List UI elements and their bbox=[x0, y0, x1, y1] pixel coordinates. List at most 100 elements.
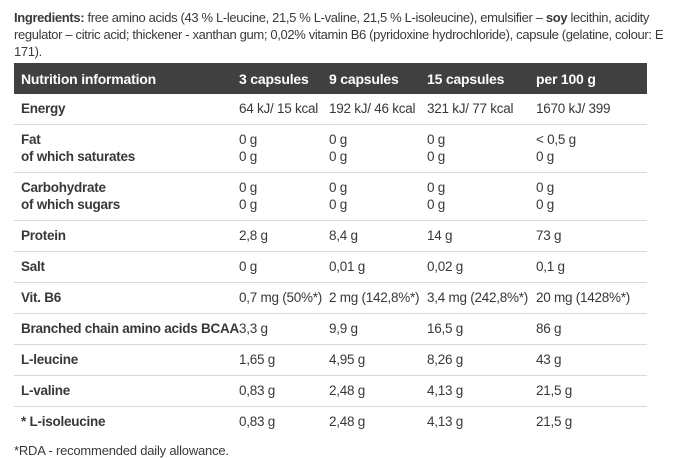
cell-value: 0 g bbox=[329, 132, 348, 147]
value-cell-3-capsules: 2,8 g bbox=[232, 227, 322, 244]
table-row: Vit. B6 0,7 mg (50%*) 2 mg (142,8%*) 3,4… bbox=[14, 283, 647, 314]
row-label-cell: Fat of which saturates bbox=[14, 131, 232, 165]
value-cell-per-100g: 86 g bbox=[529, 320, 647, 337]
value-cell-per-100g: 73 g bbox=[529, 227, 647, 244]
value-cell-per-100g: 20 mg (1428%*) bbox=[529, 289, 647, 306]
cell-value: 64 kJ/ 15 kcal bbox=[239, 101, 319, 116]
ingredients-paragraph: Ingredients: free amino acids (43 % L-le… bbox=[14, 9, 666, 60]
header-cell-9-capsules: 9 capsules bbox=[329, 70, 399, 87]
row-sublabel: of which saturates bbox=[21, 149, 136, 164]
value-cell-15-capsules: 14 g bbox=[420, 227, 529, 244]
value-cell-15-capsules: 0 g 0 g bbox=[420, 179, 529, 213]
cell-value: 0 g bbox=[239, 259, 258, 274]
ingredients-soy-bold: soy bbox=[545, 10, 568, 25]
row-label: L-leucine bbox=[21, 352, 79, 367]
cell-value: 0,1 g bbox=[536, 259, 565, 274]
cell-value: 9,9 g bbox=[329, 321, 358, 336]
value-cell-15-capsules: 0,02 g bbox=[420, 258, 529, 275]
value-cell-9-capsules: 2 mg (142,8%*) bbox=[322, 289, 420, 306]
table-row: Salt 0 g 0,01 g 0,02 g bbox=[14, 252, 647, 283]
row-label-cell: Carbohydrate of which sugars bbox=[14, 179, 232, 213]
cell-subvalue: 0 g bbox=[536, 197, 555, 212]
row-label-cell: L-valine bbox=[14, 382, 232, 399]
cell-value: 0,02 g bbox=[427, 259, 464, 274]
table-row: Protein 2,8 g 8,4 g 14 g bbox=[14, 221, 647, 252]
value-cell-15-capsules: 321 kJ/ 77 kcal bbox=[420, 100, 529, 117]
cell-value: 321 kJ/ 77 kcal bbox=[427, 101, 514, 116]
cell-value: 20 mg (1428%*) bbox=[536, 290, 631, 305]
value-cell-per-100g: 0,1 g bbox=[529, 258, 647, 275]
table-row: Branched chain amino acids BCAA 3,3 g 9,… bbox=[14, 314, 647, 345]
value-cell-15-capsules: 16,5 g bbox=[420, 320, 529, 337]
value-cell-per-100g: 0 g 0 g bbox=[529, 179, 647, 213]
row-label: Branched chain amino acids BCAA bbox=[21, 321, 240, 336]
table-body: Energy 64 kJ/ 15 kcal 192 kJ/ 46 kcal 32… bbox=[14, 94, 647, 437]
value-cell-3-capsules: 0,83 g bbox=[232, 413, 322, 430]
cell-value: 0 g bbox=[329, 180, 348, 195]
ingredients-text-1: free amino acids (43 % L-leucine, 21,5 %… bbox=[84, 10, 546, 25]
cell-value: 4,95 g bbox=[329, 352, 366, 367]
cell-value: 3,4 mg (242,8%*) bbox=[427, 290, 529, 305]
cell-subvalue: 0 g bbox=[427, 197, 446, 212]
row-label-cell: L-leucine bbox=[14, 351, 232, 368]
header-cell-per-100g: per 100 g bbox=[536, 70, 596, 87]
value-cell-15-capsules: 4,13 g bbox=[420, 382, 529, 399]
value-cell-9-capsules: 9,9 g bbox=[322, 320, 420, 337]
cell-value: 0,01 g bbox=[329, 259, 366, 274]
value-cell-15-capsules: 8,26 g bbox=[420, 351, 529, 368]
cell-subvalue: 0 g bbox=[427, 149, 446, 164]
table-header-row: Nutrition information 3 capsules 9 capsu… bbox=[14, 63, 647, 94]
value-cell-3-capsules: 0 g bbox=[232, 258, 322, 275]
row-label-cell: Vit. B6 bbox=[14, 289, 232, 306]
cell-value: 4,13 g bbox=[427, 414, 464, 429]
cell-value: < 0,5 g bbox=[536, 132, 576, 147]
cell-value: 4,13 g bbox=[427, 383, 464, 398]
cell-value: 8,4 g bbox=[329, 228, 358, 243]
cell-value: 0 g bbox=[427, 180, 446, 195]
value-cell-9-capsules: 4,95 g bbox=[322, 351, 420, 368]
value-cell-3-capsules: 0,7 mg (50%*) bbox=[232, 289, 322, 306]
value-cell-per-100g: < 0,5 g 0 g bbox=[529, 131, 647, 165]
value-cell-per-100g: 1670 kJ/ 399 bbox=[529, 100, 647, 117]
row-label-cell: * L-isoleucine bbox=[14, 413, 232, 430]
cell-value: 0 g bbox=[239, 180, 258, 195]
cell-value: 2,8 g bbox=[239, 228, 268, 243]
row-label: * L-isoleucine bbox=[21, 414, 106, 429]
row-label-cell: Energy bbox=[14, 100, 232, 117]
table-row: L-leucine 1,65 g 4,95 g 8,26 g bbox=[14, 345, 647, 376]
cell-value: 0,83 g bbox=[239, 414, 276, 429]
value-cell-9-capsules: 2,48 g bbox=[322, 413, 420, 430]
row-label: Protein bbox=[21, 228, 66, 243]
table-row: * L-isoleucine 0,83 g 2,48 g 4,13 g bbox=[14, 407, 647, 437]
value-cell-9-capsules: 192 kJ/ 46 kcal bbox=[322, 100, 420, 117]
table-row: Energy 64 kJ/ 15 kcal 192 kJ/ 46 kcal 32… bbox=[14, 94, 647, 125]
value-cell-3-capsules: 64 kJ/ 15 kcal bbox=[232, 100, 322, 117]
value-cell-9-capsules: 0 g 0 g bbox=[322, 179, 420, 213]
header-cell-nutrition-information: Nutrition information bbox=[21, 70, 157, 87]
cell-value: 192 kJ/ 46 kcal bbox=[329, 101, 416, 116]
cell-value: 1670 kJ/ 399 bbox=[536, 101, 611, 116]
cell-value: 43 g bbox=[536, 352, 562, 367]
row-label: Fat bbox=[21, 132, 41, 147]
rda-footnote: *RDA - recommended daily allowance. bbox=[14, 443, 229, 458]
row-sublabel: of which sugars bbox=[21, 197, 121, 212]
cell-subvalue: 0 g bbox=[536, 149, 555, 164]
cell-subvalue: 0 g bbox=[329, 197, 348, 212]
cell-value: 0 g bbox=[239, 132, 258, 147]
row-label: L-valine bbox=[21, 383, 71, 398]
value-cell-9-capsules: 0,01 g bbox=[322, 258, 420, 275]
cell-value: 3,3 g bbox=[239, 321, 268, 336]
cell-value: 21,5 g bbox=[536, 414, 573, 429]
table-row: Carbohydrate of which sugars 0 g 0 g 0 g… bbox=[14, 173, 647, 221]
value-cell-9-capsules: 2,48 g bbox=[322, 382, 420, 399]
cell-value: 1,65 g bbox=[239, 352, 276, 367]
table-row: L-valine 0,83 g 2,48 g 4,13 g bbox=[14, 376, 647, 407]
row-label: Carbohydrate bbox=[21, 180, 106, 195]
nutrition-table: Nutrition information 3 capsules 9 capsu… bbox=[14, 63, 647, 437]
cell-value: 2 mg (142,8%*) bbox=[329, 290, 420, 305]
row-label-cell: Salt bbox=[14, 258, 232, 275]
cell-value: 14 g bbox=[427, 228, 453, 243]
value-cell-3-capsules: 0,83 g bbox=[232, 382, 322, 399]
cell-value: 2,48 g bbox=[329, 414, 366, 429]
header-cell-3-capsules: 3 capsules bbox=[239, 70, 309, 87]
